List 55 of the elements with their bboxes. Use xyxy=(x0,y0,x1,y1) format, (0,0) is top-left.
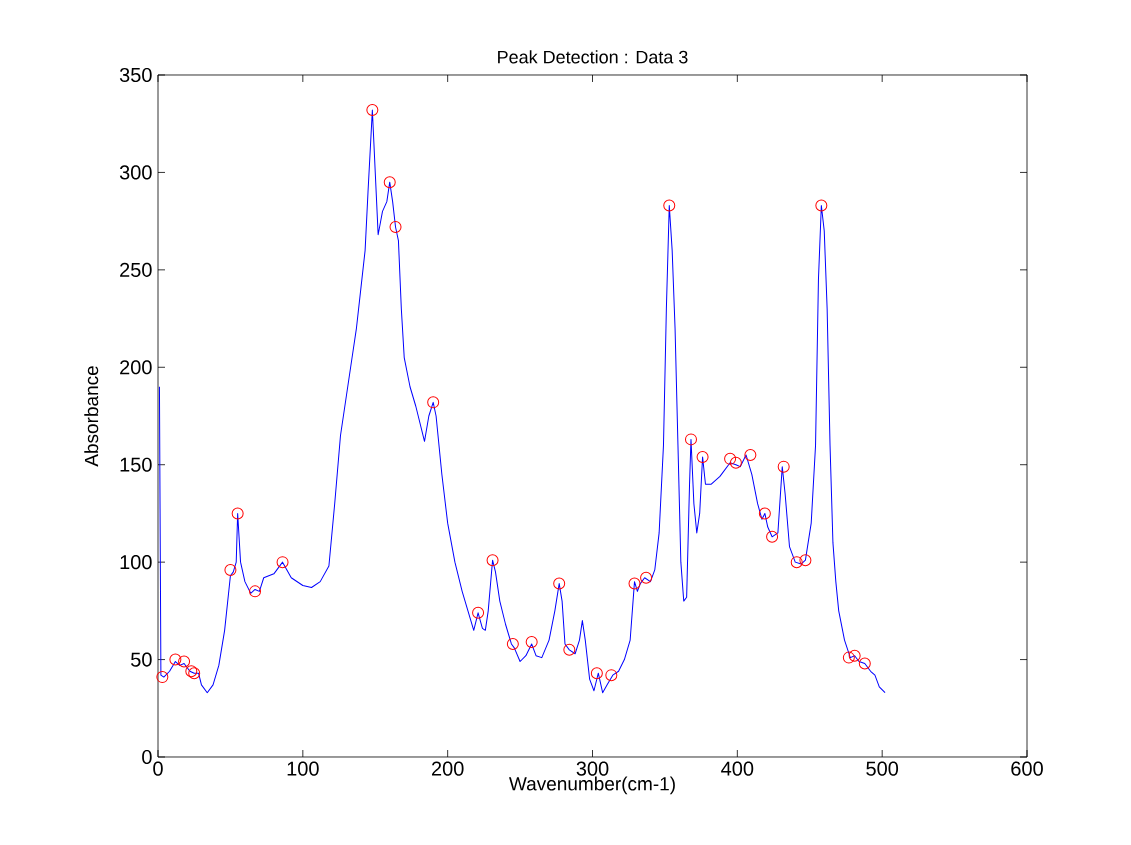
point xyxy=(640,571,653,584)
x-tick-label: 200 xyxy=(431,761,464,776)
y-tick-label: 350 xyxy=(119,67,152,83)
point xyxy=(790,556,803,569)
point xyxy=(848,649,861,662)
point xyxy=(366,104,379,117)
y-tick-label: 50 xyxy=(131,652,152,667)
point xyxy=(858,657,871,670)
point xyxy=(777,460,790,473)
point xyxy=(729,456,742,469)
y-tick-label: 100 xyxy=(120,555,152,570)
line-series xyxy=(158,109,886,694)
y-axis-title: Absorbance xyxy=(84,366,99,467)
point xyxy=(389,220,402,233)
point xyxy=(724,452,737,465)
y-tick-label: 250 xyxy=(120,262,152,277)
point xyxy=(178,655,191,668)
chart-title: Peak Detection : Data 3 xyxy=(498,50,688,64)
point xyxy=(506,637,519,650)
point xyxy=(472,606,485,619)
point xyxy=(799,554,812,567)
x-axis-title: Wavenumber(cm-1) xyxy=(509,776,675,795)
point xyxy=(758,507,771,520)
point xyxy=(486,554,499,567)
point xyxy=(563,643,576,656)
x-tick-label: 500 xyxy=(866,761,899,776)
x-tick-label: 100 xyxy=(287,761,319,776)
point xyxy=(169,653,182,666)
point xyxy=(553,577,566,590)
x-tick-label: 600 xyxy=(1011,761,1043,776)
point xyxy=(249,585,262,598)
point xyxy=(231,507,244,520)
point xyxy=(815,199,828,212)
y-tick-label: 150 xyxy=(120,457,152,472)
point xyxy=(663,199,676,212)
point xyxy=(842,651,855,664)
point xyxy=(628,577,641,590)
x-tick-label: 300 xyxy=(576,761,609,776)
x-tick-label: 0 xyxy=(153,761,163,776)
point xyxy=(696,450,709,463)
point xyxy=(744,448,757,461)
point xyxy=(684,433,697,446)
y-tick-label: 0 xyxy=(142,749,152,765)
point xyxy=(525,636,538,649)
x-tick-label: 400 xyxy=(721,761,754,776)
y-tick-label: 200 xyxy=(120,360,152,375)
point xyxy=(766,530,779,543)
point xyxy=(383,176,396,189)
point xyxy=(156,671,169,684)
y-tick-label: 300 xyxy=(119,165,152,180)
point xyxy=(427,396,440,409)
point xyxy=(224,563,237,576)
point xyxy=(605,669,618,682)
point xyxy=(590,667,603,680)
point xyxy=(276,556,289,569)
